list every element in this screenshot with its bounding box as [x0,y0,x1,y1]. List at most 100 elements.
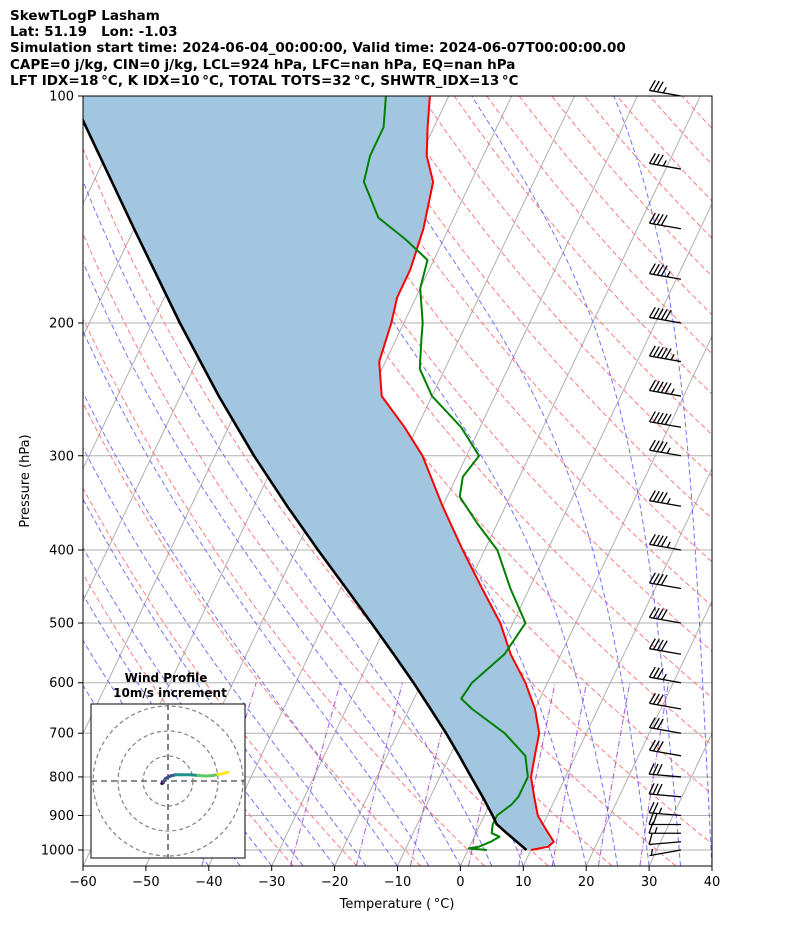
y-tick-label: 900 [49,809,74,824]
x-axis-label: Temperature ( °C) [339,897,455,912]
wind-barb [648,833,682,846]
dry-adiabat-line [225,96,712,699]
dry-adiabat-line [83,487,358,866]
y-tick-label: 300 [49,449,74,464]
wind-barb [648,801,682,817]
dry-adiabat-line [715,96,794,866]
dry-adiabat-line [290,96,712,607]
dry-adiabat-line [160,96,712,795]
y-tick-label: 700 [49,727,74,742]
mixing-ratio-line [355,682,403,866]
wind-barb [648,739,682,757]
moist-adiabat-line [83,446,367,866]
x-tick-label: −20 [321,875,348,890]
y-tick-label: 400 [49,543,74,558]
dry-adiabat-line [83,572,294,866]
isotherm-line [334,96,701,866]
dry-adiabat-line [551,96,712,277]
x-tick-label: 10 [515,875,532,890]
wind-barb [648,263,682,280]
wind-barb [648,666,682,684]
isotherm-line [585,599,712,866]
dry-adiabat-line [584,96,712,239]
x-tick-label: −10 [384,875,411,890]
cape-line: CAPE=0 j/kg, CIN=0 j/kg, LCL=924 hPa, LF… [10,56,516,73]
dry-adiabat-line [192,96,712,746]
chart-header: SkewTLogP Lasham Lat: 51.19 Lon: -1.03 S… [10,8,626,89]
moist-adiabat-line [348,96,650,866]
wind-barb [648,345,682,363]
hodograph-title: Wind Profile [125,671,208,685]
dewpoint-line [362,96,529,851]
wind-barb [648,638,682,655]
moist-adiabat-line [83,261,461,866]
moist-adiabat-line [83,498,336,866]
y-tick-label: 100 [49,90,74,105]
wind-barb [648,490,682,507]
wind-barb [648,380,682,397]
wind-barb [648,212,682,230]
hodograph-ring [117,730,219,832]
hodograph-subtitle: 10m/s increment [113,686,227,700]
mixing-ratio-line [290,682,341,866]
moist-adiabat-line [83,391,398,866]
indices-line: LFT IDX=18 °C, K IDX=10 °C, TOTAL TOTS=3… [10,72,519,89]
isotherm-line [397,202,712,866]
mixing-ratio-line [597,682,631,866]
moist-adiabat-line [83,330,430,866]
moist-adiabat-line [613,96,712,866]
x-tick-label: −60 [69,875,96,890]
dry-adiabat-line [258,96,712,652]
wind-barb [648,813,681,826]
dry-adiabat-line [388,96,712,477]
dry-adiabat-line [355,96,712,520]
x-tick-label: −30 [258,875,285,890]
wind-barb [649,848,682,857]
dry-adiabat-line [518,96,712,316]
wind-barb [648,79,682,97]
wind-barb [648,306,682,324]
wind-barb [648,763,682,778]
wind-barb [648,783,682,798]
wind-barb [648,533,682,551]
isotherm-line [648,732,712,866]
cin-shaded-area [83,96,553,850]
moist-adiabat-line [83,546,304,866]
wind-barb [648,692,682,710]
wind-barb [648,439,682,457]
wind-barb [648,153,682,170]
x-tick-label: −40 [195,875,222,890]
y-tick-label: 600 [49,676,74,691]
isotherm-line [0,96,8,866]
x-tick-label: 0 [456,875,464,890]
wind-barb [648,717,682,734]
moist-adiabat-line [256,96,619,866]
x-tick-label: 20 [578,875,595,890]
wind-barb [648,607,682,624]
parcel-line [83,117,528,851]
x-tick-label: 30 [641,875,658,890]
x-tick-label: 40 [704,875,721,890]
wind-barb [648,411,682,428]
y-tick-label: 200 [49,316,74,331]
dry-adiabat-line [780,96,794,866]
moist-adiabat-line [83,179,493,866]
isotherm-line [522,467,712,866]
temperature-line [378,96,555,851]
chart-title: SkewTLogP Lasham [10,8,160,24]
isotherm-line [711,864,712,866]
isotherm-line [775,96,794,866]
wind-barb [648,572,682,590]
y-tick-label: 1000 [41,844,74,859]
y-axis-label: Pressure (hPa) [18,434,33,527]
dry-adiabat-line [83,232,549,866]
location-line: Lat: 51.19 Lon: -1.03 [10,24,178,41]
dry-adiabat-line [681,96,712,130]
dry-adiabat-line [323,96,712,563]
hodograph-trace [221,770,230,775]
dry-adiabat-line [83,317,485,866]
dry-adiabat-line [747,96,794,866]
y-tick-label: 800 [49,770,74,785]
isotherm-line [271,96,638,866]
